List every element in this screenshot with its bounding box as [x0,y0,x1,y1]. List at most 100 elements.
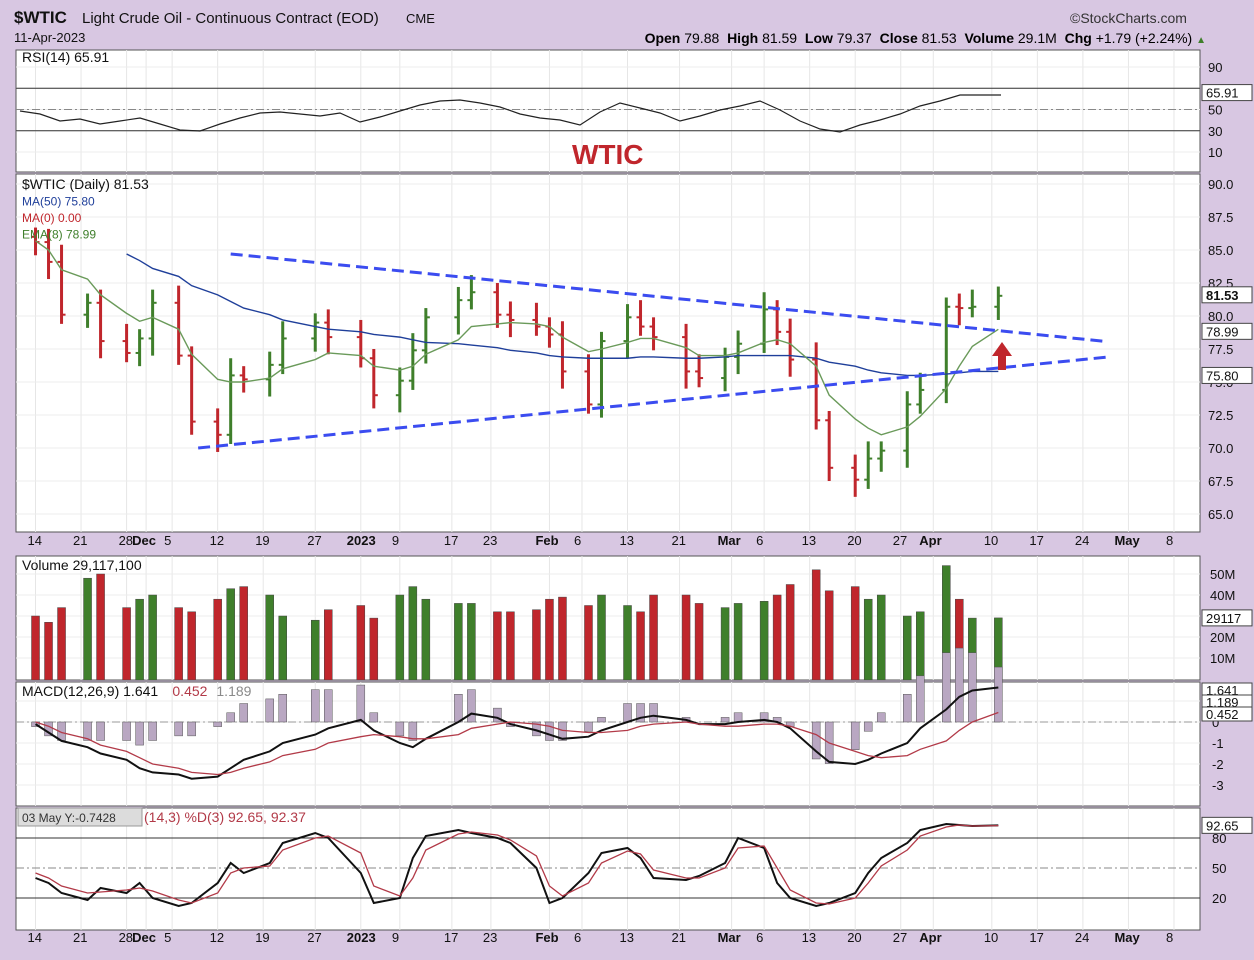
volume-bar [96,573,105,681]
volume-tick-label: 10M [1210,651,1235,666]
macd-histogram-bar [994,666,1003,723]
close-value: 81.53 [921,30,957,46]
x-tick-label: Feb [535,533,558,548]
exchange-label: CME [406,11,435,26]
stoch-tick-label: 80 [1212,831,1226,846]
price-tag [1201,286,1253,304]
x-tick-label: 24 [1075,930,1089,945]
volume-bar [759,601,769,681]
macd-histogram-bar [369,712,379,723]
volume-bar [226,588,235,681]
change-up-icon: ▲ [1196,35,1206,46]
x-tick-label: 17 [444,930,458,945]
x-tick-label: 6 [756,533,763,548]
volume-bar [421,598,431,681]
x-tick-label: 9 [392,930,399,945]
volume-bar [213,598,222,681]
volume-bar [532,609,541,681]
x-tick-label: 13 [620,533,634,548]
volume-bar [57,607,66,681]
volume-tick-label: 40M [1210,588,1235,603]
price-tick-label: 80.0 [1208,309,1233,324]
volume-bar [174,607,183,681]
macd-histogram-bar [265,698,274,723]
macd-histogram-bar [968,652,977,723]
volume-tick-label: 50M [1210,567,1235,582]
price-legend-item: EMA(8) 78.99 [22,228,96,242]
x-tick-label: 27 [893,533,907,548]
macd-histogram-bar [96,721,105,741]
price-tick-label: 70.0 [1208,441,1233,456]
volume-bar [311,619,320,681]
volume-bar [369,617,379,681]
stoch-tick-label: 50 [1212,861,1226,876]
x-tick-label: Dec [132,533,156,548]
volume-bar [408,586,418,681]
x-tick-label: Dec [132,930,156,945]
trendline-upper-resistance [230,252,1103,343]
stoch-value-label: 92.65 [1206,818,1239,833]
volume-bar [916,611,925,681]
x-tick-label: 10 [984,930,998,945]
volume-label: Volume [964,30,1014,46]
open-value: 79.88 [684,30,720,46]
x-tick-label: 19 [255,930,269,945]
rsi-value-tag [1201,84,1253,102]
x-tick-label: 5 [164,533,171,548]
high-value: 81.59 [762,30,798,46]
macd-histogram-bar [187,721,196,737]
volume-bar [278,615,287,681]
macd-histogram-bar [545,721,554,741]
price-tag [1201,366,1253,384]
price-tick-label: 77.5 [1208,342,1233,357]
high-label: High [727,30,759,46]
macd-histogram-bar [467,689,476,723]
macd-tick-label: -1 [1212,736,1224,751]
macd-histogram-bar [623,703,632,723]
macd-tick-label: -2 [1212,757,1224,772]
volume-bar [720,607,730,681]
x-tick-label: Feb [535,930,558,945]
hover-readout-label: 03 May Y:-0.7428 [22,811,116,825]
macd-histogram-bar [226,712,235,723]
macd-histogram-bar [811,721,821,760]
price-panel [15,173,1201,533]
x-tick-label: 23 [483,533,497,548]
x-tick-label: 6 [574,930,581,945]
macd-histogram-bar [863,721,873,732]
rsi-tick-label: 10 [1208,145,1222,160]
x-tick-label: 28 [119,533,133,548]
macd-value-label: 0.452 [1206,707,1239,722]
macd-histogram-bar [311,689,320,723]
volume-bar [623,605,632,681]
macd-histogram-bar [733,712,743,723]
change-value: +1.79 (+2.24%) [1095,30,1193,46]
x-tick-label: 8 [1166,930,1173,945]
macd-histogram-bar [916,675,925,723]
x-tick-label: Apr [919,930,941,945]
price-tag-label: 78.99 [1206,324,1239,339]
macd-legend-item: MACD(12,26,9) 1.641 [22,683,158,699]
price-tick-label: 67.5 [1208,474,1233,489]
macd-histogram-bar [356,684,366,723]
volume-bar [863,598,873,681]
volume-bar [122,607,131,681]
x-tick-label: 13 [620,930,634,945]
x-tick-label: May [1114,930,1140,945]
x-tick-label: 20 [847,930,861,945]
x-tick-label: Apr [919,533,941,548]
x-tick-label: 21 [672,930,686,945]
x-tick-label: 2023 [347,533,376,548]
open-label: Open [644,30,681,46]
x-tick-label: 13 [802,930,816,945]
x-tick-label: 24 [1075,533,1089,548]
volume-legend: Volume 29,117,100 [22,557,142,573]
macd-histogram-bar [122,721,131,741]
macd-histogram-bar [649,703,658,723]
macd-value-label: 1.189 [1206,695,1239,710]
x-tick-label: 13 [802,533,816,548]
volume-bar [811,569,821,681]
hover-readout-box [17,807,143,827]
volume-bar [395,594,405,681]
